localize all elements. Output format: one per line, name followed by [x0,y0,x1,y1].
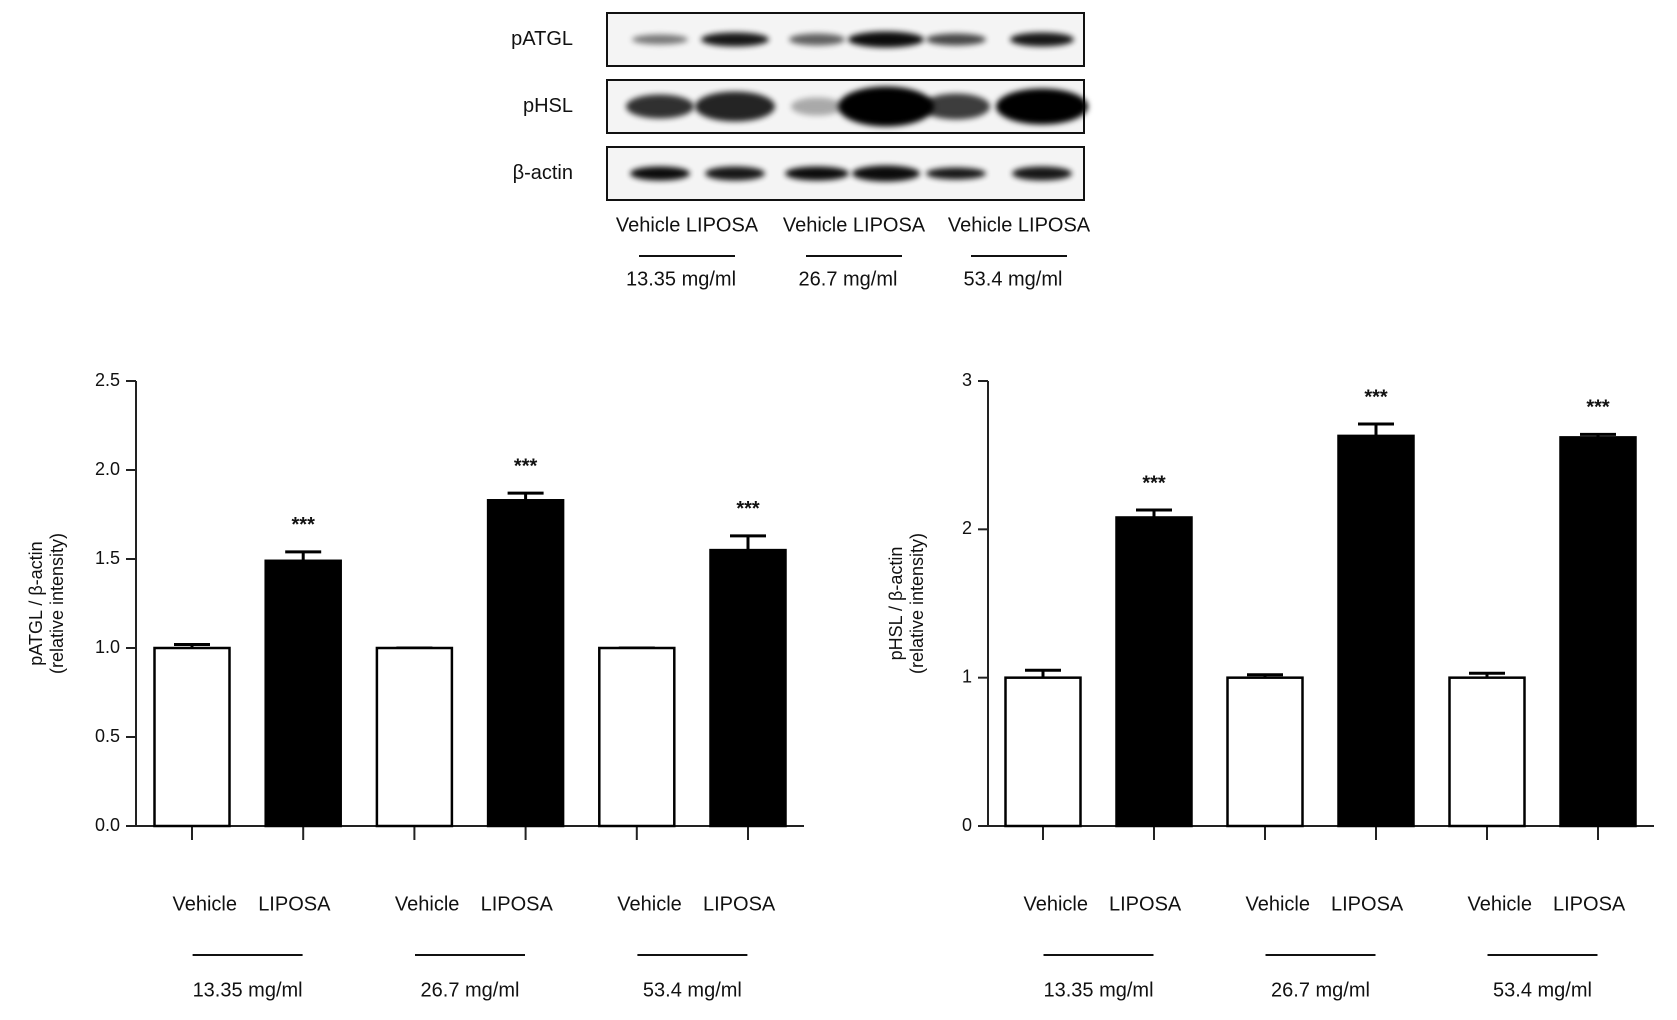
significance-label: *** [1364,386,1388,408]
x-tick-label: LIPOSA [258,893,331,915]
significance-label: *** [514,455,538,477]
y-axis-title: (relative intensity) [907,533,927,674]
blot-band [626,94,694,119]
blot-group-label: 53.4 mg/ml [964,268,1063,290]
bar [264,559,342,828]
y-tick-label: 0 [962,815,972,835]
x-tick-label: Vehicle [1468,893,1533,915]
group-label: 13.35 mg/ml [1043,979,1153,1001]
blot-band [705,166,765,181]
bar [1004,676,1082,828]
blot-band [632,34,688,45]
y-tick-label: 0.0 [95,815,120,835]
bar [709,548,787,828]
blot-lane-label: Vehicle LIPOSA [783,214,926,236]
blot-band [922,93,990,120]
blot-group-label: 26.7 mg/ml [799,268,898,290]
blot-band [926,167,986,180]
blot-row-label: pHSL [523,95,573,117]
group-label: 53.4 mg/ml [1493,979,1592,1001]
bar [153,646,231,828]
group-label: 26.7 mg/ml [421,979,520,1001]
y-tick-label: 1.5 [95,548,120,568]
y-tick-label: 2.0 [95,459,120,479]
blot-band [926,33,986,46]
significance-label: *** [292,514,316,536]
blot-band [630,166,690,181]
blot-band [838,86,934,127]
y-tick-label: 2 [962,518,972,538]
x-tick-label: Vehicle [395,893,460,915]
blot-band [848,31,924,48]
blot-group-label: 13.35 mg/ml [626,268,736,290]
bar-chart: 0.0 0.5 1.0 1.5 2.0 2.5 pATGL / β-actin (relati… [26,370,804,1001]
x-tick-label: Vehicle [1246,893,1311,915]
x-tick-label: Vehicle [1024,893,1089,915]
significance-label: *** [736,498,760,520]
significance-label: *** [1586,397,1610,419]
y-axis-title: (relative intensity) [47,533,67,674]
y-axis-title: pATGL / β-actin [26,541,46,665]
blot-band [701,32,769,47]
blot-band [996,88,1088,125]
y-tick-label: 2.5 [95,370,120,390]
blot-band [1010,32,1074,47]
bar [598,646,676,828]
group-label: 53.4 mg/ml [643,979,742,1001]
blot-row-label: pATGL [511,28,573,50]
bar [375,646,454,828]
y-tick-label: 1.0 [95,637,120,657]
bar [1448,676,1526,828]
y-tick-label: 3 [962,370,972,390]
bar-chart: 0 1 2 3 pHSL / β-actin (relative intensity) Ve… [886,370,1654,1001]
bar [1226,676,1304,828]
y-tick-label: 0.5 [95,726,120,746]
blot-band [695,91,775,122]
blot-row-label: β-actin [513,162,573,184]
blot-band [1012,166,1072,181]
x-tick-label: LIPOSA [1109,893,1182,915]
blot-lane-label: Vehicle LIPOSA [616,214,759,236]
bar [486,499,565,828]
blot-band [785,166,849,181]
y-tick-label: 1 [962,666,972,686]
blot-band [789,33,845,46]
y-axis-title: pHSL / β-actin [886,547,906,661]
bar [1115,516,1193,828]
blot-band [852,165,920,182]
x-tick-label: LIPOSA [1331,893,1404,915]
x-tick-label: Vehicle [173,893,238,915]
x-tick-label: LIPOSA [1553,893,1626,915]
blot-band [791,97,843,116]
x-tick-label: LIPOSA [481,893,554,915]
blot-lane-label: Vehicle LIPOSA [948,214,1091,236]
bar [1337,434,1415,828]
bar [1559,436,1637,828]
significance-label: *** [1142,472,1166,494]
group-label: 13.35 mg/ml [193,979,303,1001]
group-label: 26.7 mg/ml [1271,979,1370,1001]
x-tick-label: Vehicle [617,893,682,915]
x-tick-label: LIPOSA [703,893,776,915]
